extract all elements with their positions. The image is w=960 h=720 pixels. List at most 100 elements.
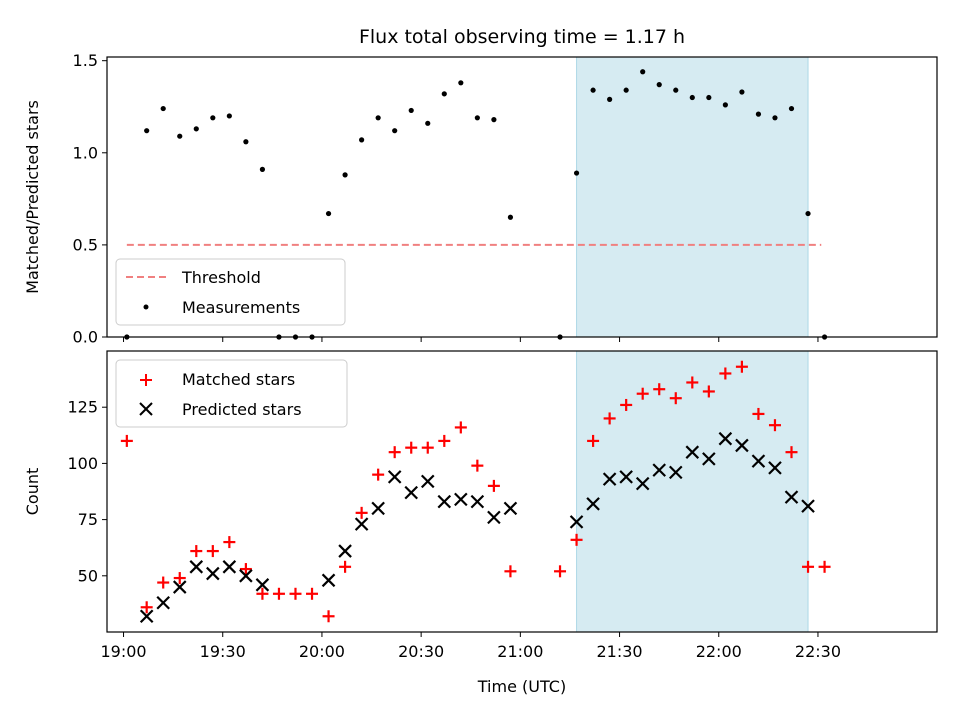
predicted-star-point (751, 454, 766, 468)
predicted-star-point (420, 474, 435, 489)
measurement-point (755, 111, 762, 117)
measurement-point (590, 87, 596, 93)
measurement-point (722, 102, 728, 108)
matched-star-point (306, 587, 319, 600)
matched-star-point (120, 434, 133, 447)
measurement-point (458, 80, 464, 86)
y-tick-label: 75 (78, 510, 98, 529)
matched-star-point (322, 610, 335, 623)
matched-star-point (223, 536, 236, 549)
predicted-star-point (172, 580, 187, 594)
measurement-point (623, 87, 629, 93)
matched-stars-points (120, 360, 831, 623)
count-legend-box (115, 359, 348, 428)
predicted-star-point (718, 431, 733, 446)
matched-star-point (140, 601, 153, 614)
measurement-point (177, 133, 183, 139)
predicted-star-point (338, 544, 352, 558)
predicted-star-point (222, 560, 237, 574)
ratio-panel: 0.0 0.5 1.0 1.5 Matched/Predicted stars Thr… (23, 51, 938, 347)
measurement-point (491, 117, 497, 123)
y-tick-label: 100 (67, 454, 98, 473)
predicted-star-point (503, 501, 518, 516)
measurement-point (325, 210, 332, 217)
matched-star-point (504, 565, 517, 578)
measurement-point (656, 82, 662, 88)
predicted-legend-swatch (139, 402, 153, 416)
measurement-point (673, 87, 679, 93)
x-tick-label: 21:00 (497, 642, 543, 661)
measurements-legend-label: Measurements (182, 298, 300, 317)
measurement-point (805, 210, 811, 217)
count-x-ticks: 19:00 19:30 20:00 20:30 21:00 21:30 22:00 22:30 (100, 632, 841, 661)
ratio-axes-frame (106, 56, 938, 338)
ratio-x-ticks (123, 337, 819, 342)
predicted-star-point (569, 515, 584, 529)
y-tick-label: 1.0 (73, 143, 98, 162)
matched-star-point (554, 565, 567, 578)
predicted-star-point (239, 569, 253, 583)
measurement-point (507, 214, 514, 220)
matched-star-point (256, 587, 269, 600)
matched-legend-swatch (140, 374, 152, 386)
predicted-stars-points (139, 431, 815, 624)
measurement-point (408, 107, 414, 114)
predicted-star-point (586, 497, 600, 511)
predicted-star-point (801, 499, 815, 513)
matched-star-point (272, 587, 285, 600)
measurement-point (607, 96, 613, 102)
predicted-star-point (156, 595, 170, 610)
predicted-star-point (487, 510, 501, 525)
matched-star-point (206, 545, 219, 558)
matched-star-point (802, 560, 815, 573)
predicted-star-point (702, 452, 716, 466)
measurement-point (342, 172, 348, 178)
x-tick-label: 21:30 (596, 642, 642, 661)
y-tick-label: 125 (67, 398, 98, 417)
predicted-star-point (321, 573, 336, 588)
measurement-point (226, 113, 232, 119)
measurement-point (259, 166, 266, 172)
matched-star-point (372, 468, 385, 481)
matched-star-point (471, 459, 484, 472)
x-tick-label: 19:30 (200, 642, 246, 661)
matched-star-point (438, 434, 451, 447)
predicted-star-point (619, 470, 633, 484)
predicted-star-point (255, 578, 270, 592)
x-tick-label: 22:00 (696, 642, 742, 661)
matched-star-point (239, 563, 252, 576)
measurement-point (160, 105, 166, 112)
chart-title: Flux total observing time = 1.17 h (359, 26, 685, 48)
predicted-star-point (470, 494, 485, 509)
ratio-legend-box (115, 258, 346, 326)
matched-star-point (702, 385, 715, 398)
count-shaded-region (576, 350, 809, 633)
measurement-point (392, 128, 398, 134)
count-y-axis-label: Count (23, 468, 42, 516)
matched-star-point (190, 545, 203, 558)
predicted-star-point (768, 461, 782, 475)
matched-star-point (735, 360, 748, 373)
measurement-point (243, 139, 249, 145)
matched-star-point (818, 560, 831, 573)
matched-star-point (173, 572, 186, 585)
matched-star-point (752, 407, 765, 420)
matched-star-point (653, 383, 666, 396)
matched-star-point (636, 387, 649, 400)
predicted-star-point (685, 445, 700, 459)
measurement-point (474, 115, 480, 121)
measurement-point (375, 115, 381, 121)
matched-star-point (785, 446, 798, 459)
measurement-point (640, 69, 646, 75)
predicted-star-point (602, 472, 617, 486)
measurement-point (706, 94, 712, 101)
y-tick-label: 0.0 (73, 328, 98, 347)
matched-star-point (487, 479, 500, 492)
predicted-star-point (454, 492, 468, 507)
matched-star-point (405, 441, 418, 454)
ratio-shaded-region (576, 56, 809, 338)
measurement-point (144, 128, 150, 134)
measurement-point (573, 170, 580, 176)
measurement-point (359, 137, 365, 143)
